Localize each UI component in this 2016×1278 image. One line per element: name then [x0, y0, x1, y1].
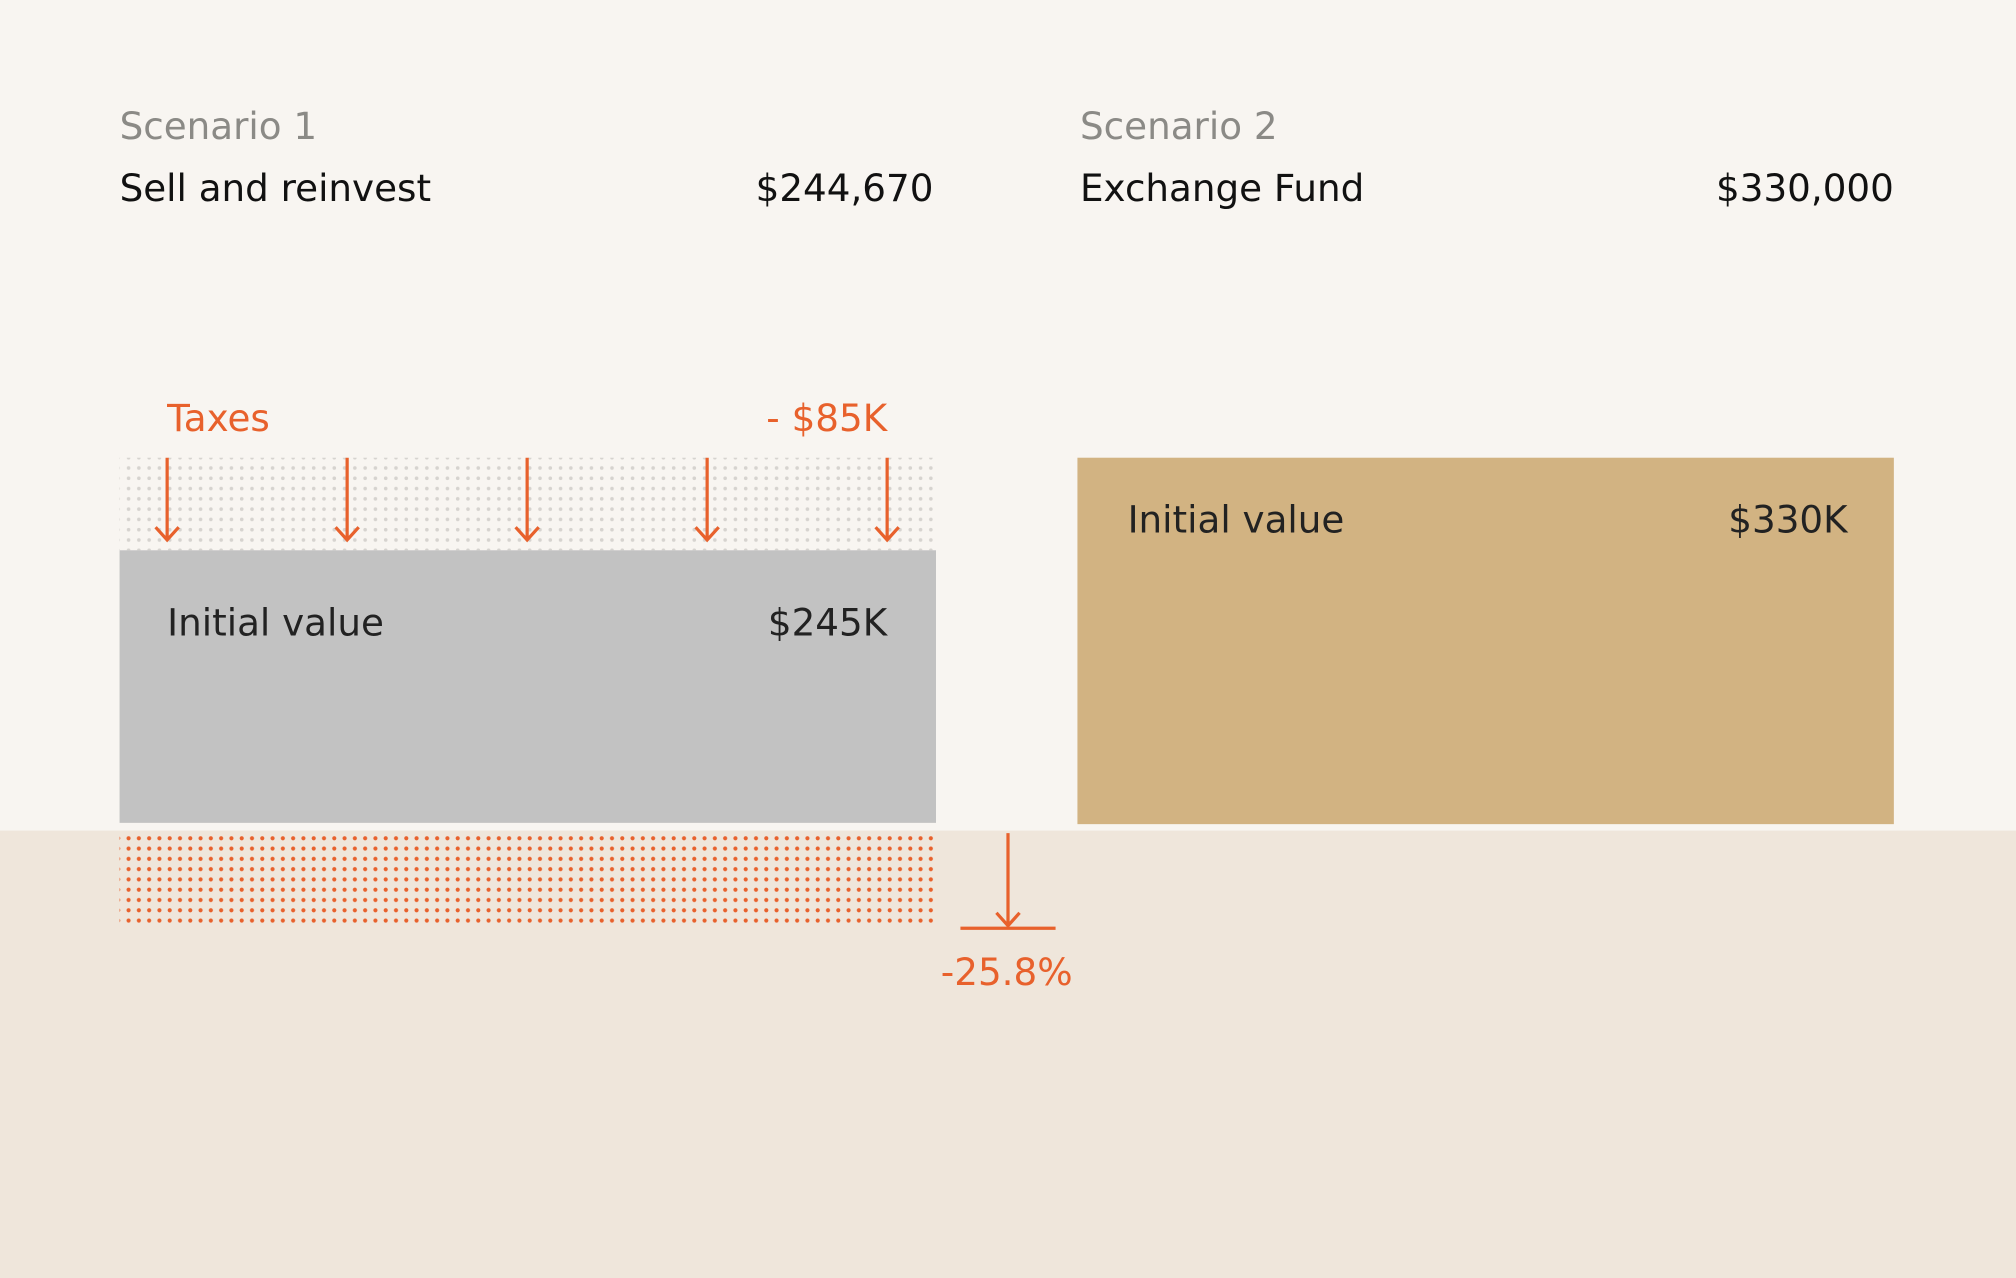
loss-area — [119, 833, 937, 924]
scenario-total: $330,000 — [1716, 166, 1894, 210]
block-value: $330K — [1728, 498, 1849, 542]
scenario-total: $244,670 — [756, 166, 934, 210]
initial-value-block — [119, 550, 937, 823]
scenario-label: Scenario 1 — [120, 104, 318, 148]
initial-value-block — [1077, 457, 1894, 825]
block-value: $245K — [768, 600, 889, 644]
scenario-title: Sell and reinvest — [120, 166, 432, 210]
block-label: Initial value — [167, 600, 384, 644]
tax-arrows — [154, 457, 900, 543]
scenario-title: Exchange Fund — [1080, 166, 1364, 210]
taxes-value: - $85K — [766, 396, 888, 440]
block-label: Initial value — [1128, 498, 1345, 542]
change-label: -25.8% — [941, 950, 1073, 994]
loss-arrow — [960, 833, 1056, 930]
scenario-label: Scenario 2 — [1080, 104, 1278, 148]
taxes-label: Taxes — [166, 396, 270, 440]
